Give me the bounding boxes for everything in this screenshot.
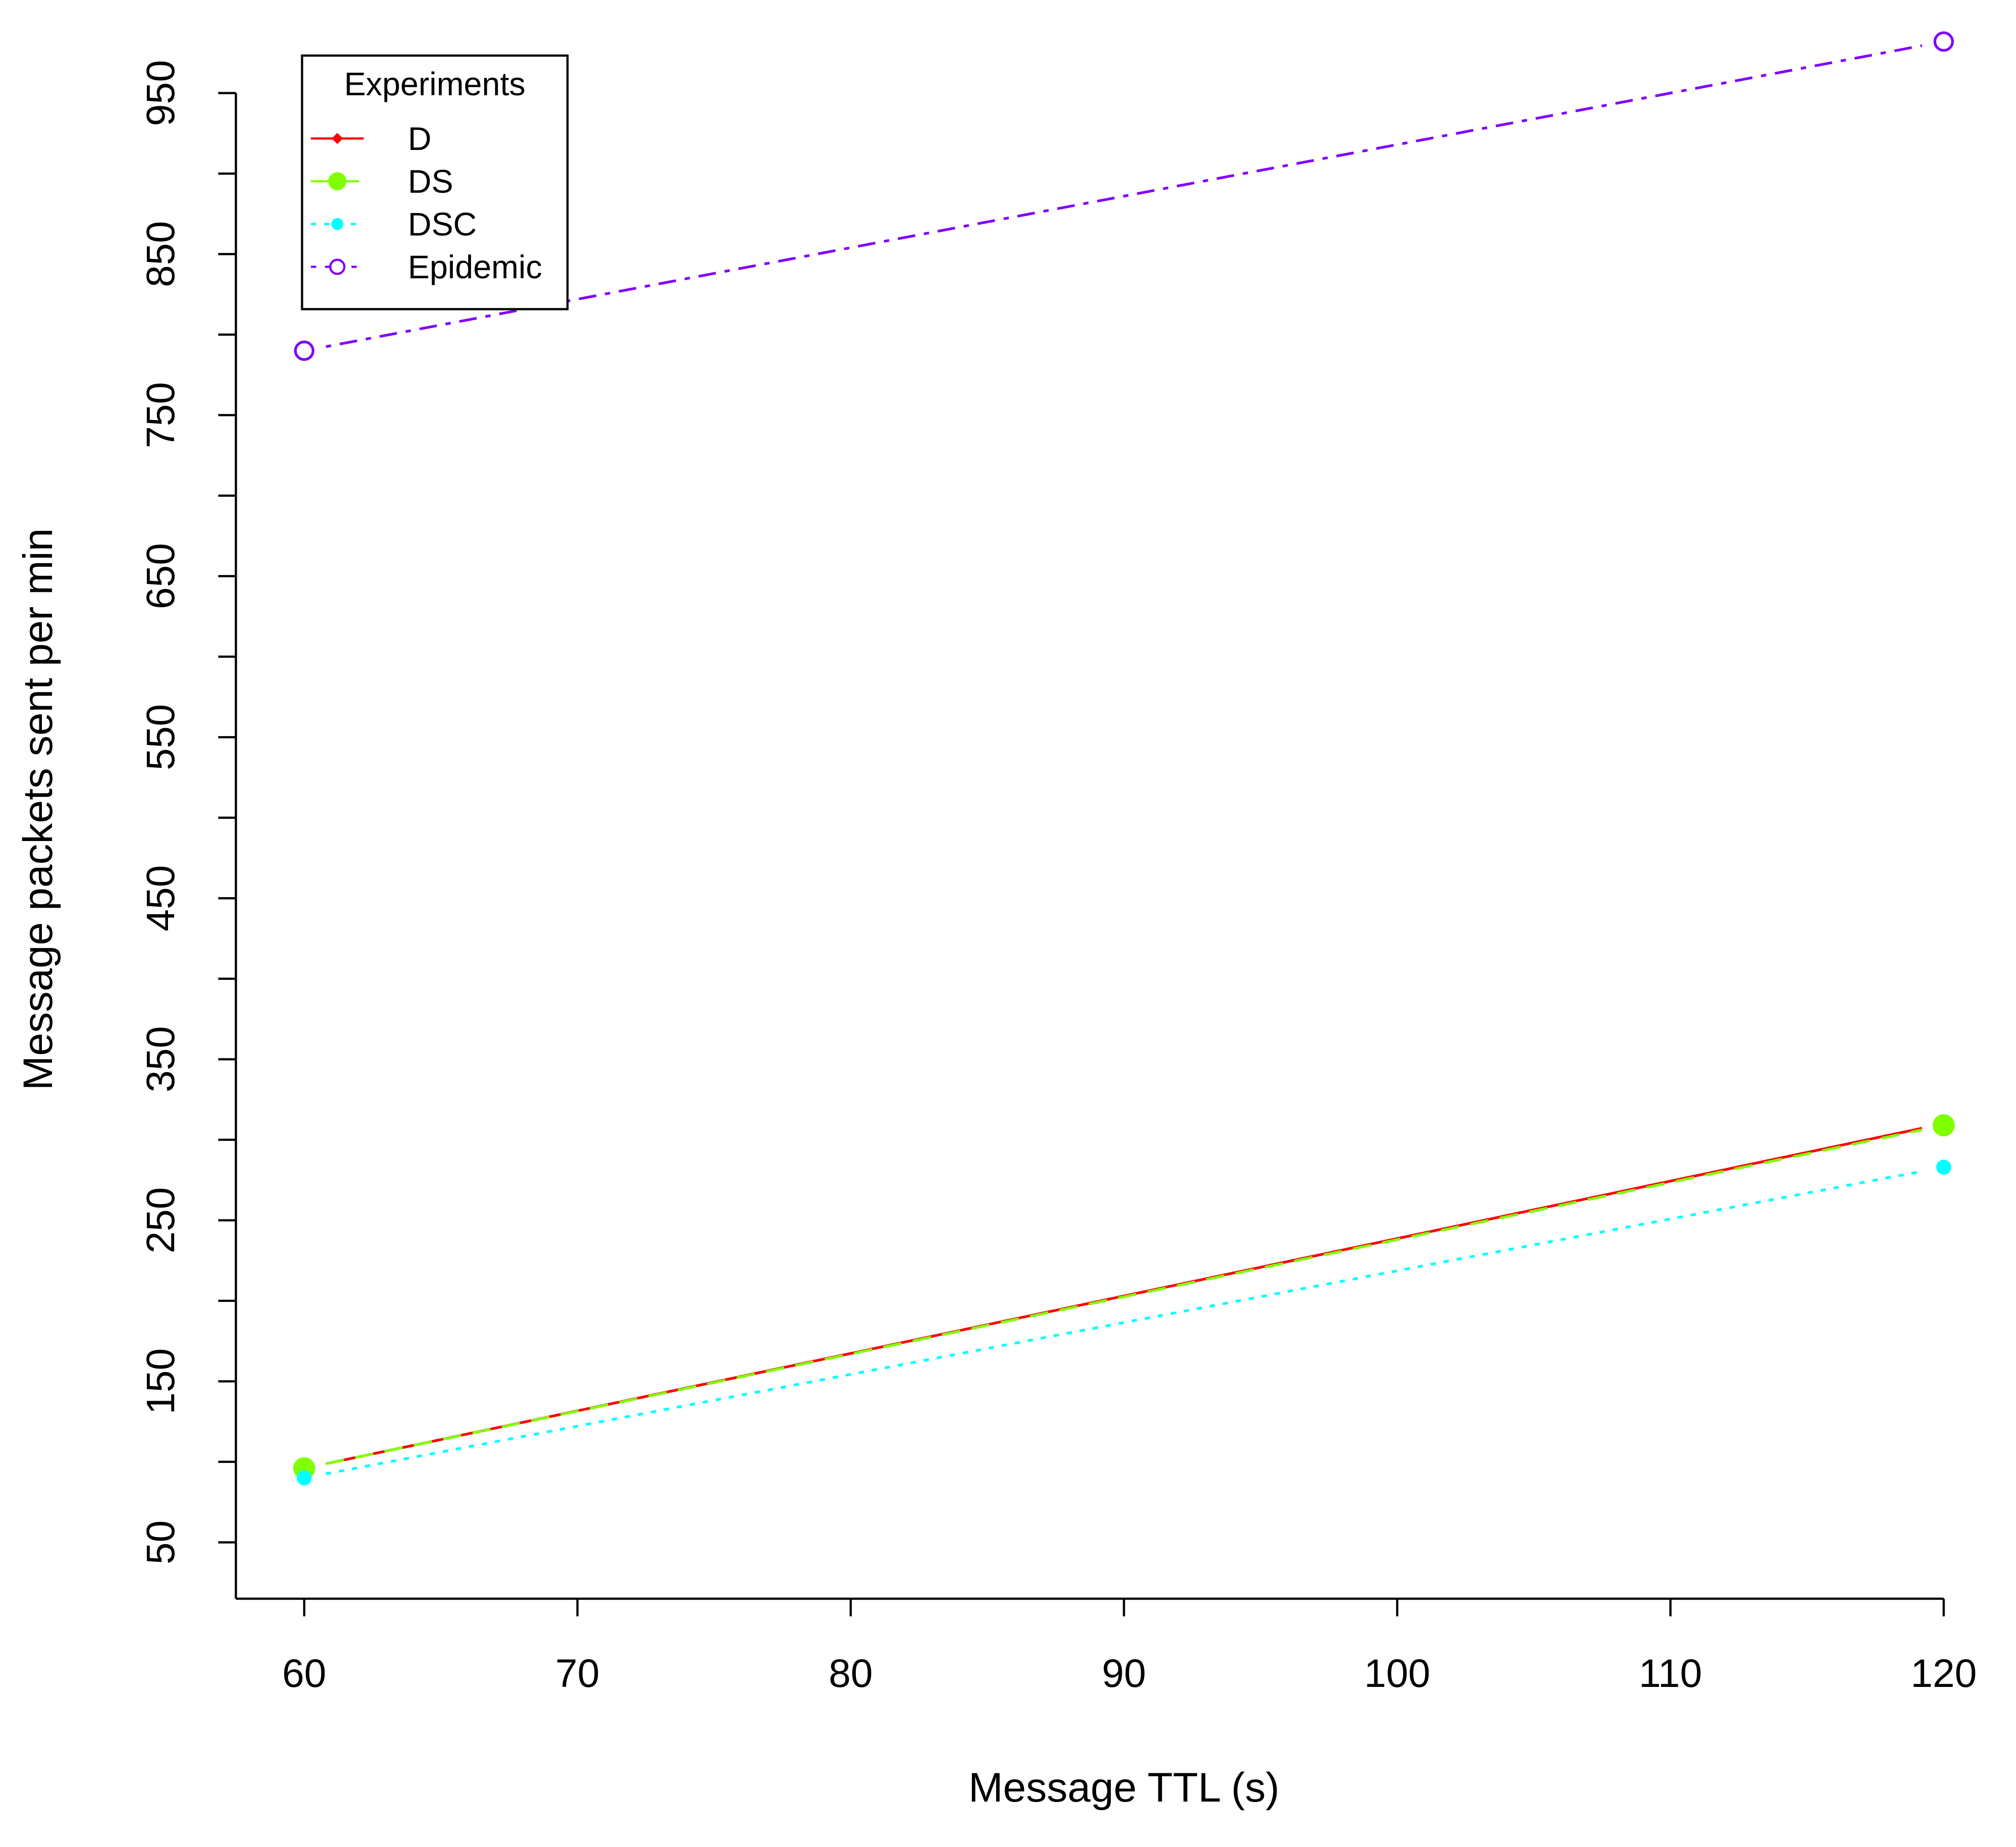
y-axis-title: Message packets sent per min xyxy=(15,528,61,1091)
x-tick-label: 60 xyxy=(282,1652,326,1696)
legend-swatch-marker xyxy=(329,258,346,275)
series-line-epidemic xyxy=(325,44,1923,348)
y-tick-label: 650 xyxy=(139,543,183,609)
x-axis-title: Message TTL (s) xyxy=(968,1764,1279,1810)
legend-label: D xyxy=(408,120,431,157)
y-tick-label: 950 xyxy=(139,60,183,126)
axes: 50 150 250 350 450 550 650 750 850 950 60 70 80 90 100… xyxy=(139,60,1977,1696)
x-tick-label: 120 xyxy=(1911,1652,1977,1696)
legend-label: DSC xyxy=(408,206,477,243)
x-tick-label: 100 xyxy=(1364,1652,1430,1696)
legend-swatch-marker xyxy=(332,133,343,144)
data-point-ds xyxy=(1933,1114,1955,1137)
legend-item-ds: DS xyxy=(311,163,453,200)
series-line-ds xyxy=(325,1128,1923,1465)
y-tick-label: 350 xyxy=(139,1026,183,1092)
data-point-epidemic xyxy=(294,340,314,361)
legend-item-epidemic: Epidemic xyxy=(311,249,542,285)
legend-item-d: D xyxy=(311,120,431,157)
series-layer xyxy=(293,31,1955,1486)
legend: Experiments D DS DSC Epidemic xyxy=(301,54,569,310)
legend-swatch-marker xyxy=(331,218,343,230)
legend-label: DS xyxy=(408,163,453,200)
data-point-epidemic xyxy=(1934,31,1954,52)
series-ds xyxy=(293,1114,1955,1480)
legend-item-dsc: DSC xyxy=(311,206,477,243)
legend-title: Experiments xyxy=(344,66,525,102)
y-tick-label: 250 xyxy=(139,1187,183,1253)
x-tick-label: 70 xyxy=(556,1652,600,1696)
series-dsc xyxy=(296,1159,1952,1486)
data-point-dsc xyxy=(296,1470,312,1486)
legend-swatch-marker xyxy=(328,172,347,191)
x-tick-label: 110 xyxy=(1639,1652,1702,1696)
series-epidemic xyxy=(294,31,1954,361)
series-line-dsc xyxy=(325,1170,1923,1475)
x-tick-label: 90 xyxy=(1102,1652,1146,1696)
y-tick-label: 550 xyxy=(139,704,183,770)
y-tick-label: 50 xyxy=(139,1520,183,1564)
y-tick-label: 750 xyxy=(139,382,183,448)
y-tick-label: 850 xyxy=(139,221,183,287)
legend-label: Epidemic xyxy=(408,249,542,285)
data-point-dsc xyxy=(1936,1159,1952,1175)
y-tick-label: 450 xyxy=(139,865,183,931)
x-tick-label: 80 xyxy=(829,1652,873,1696)
y-tick-label: 150 xyxy=(139,1348,183,1414)
